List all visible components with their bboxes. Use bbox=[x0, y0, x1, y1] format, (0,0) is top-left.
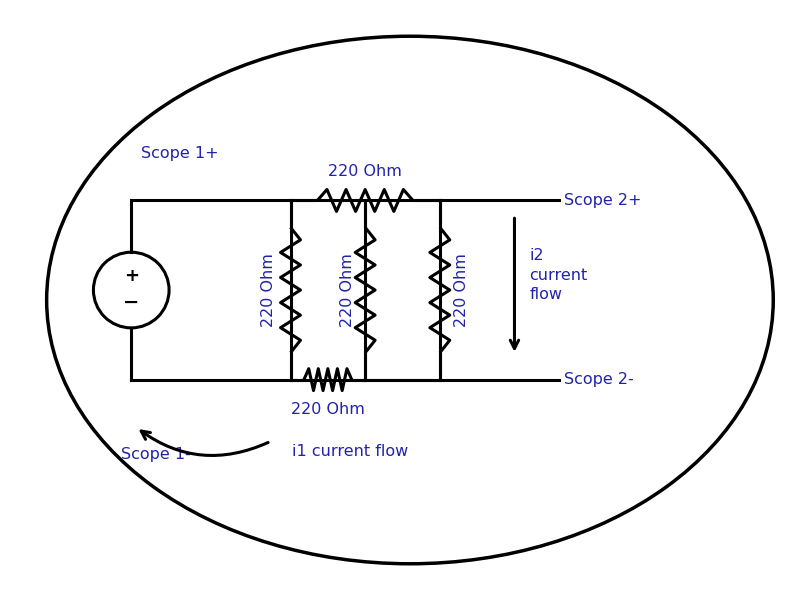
Text: 220 Ohm: 220 Ohm bbox=[328, 164, 402, 179]
Text: Scope 1-: Scope 1- bbox=[122, 447, 191, 462]
Text: 220 Ohm: 220 Ohm bbox=[454, 253, 470, 327]
Text: −: − bbox=[123, 292, 139, 311]
Text: +: + bbox=[124, 267, 138, 285]
Text: Scope 1+: Scope 1+ bbox=[142, 146, 219, 161]
Text: Scope 2+: Scope 2+ bbox=[564, 193, 642, 208]
Text: 220 Ohm: 220 Ohm bbox=[291, 401, 365, 416]
Text: 220 Ohm: 220 Ohm bbox=[340, 253, 354, 327]
Text: Scope 2-: Scope 2- bbox=[564, 372, 634, 387]
Text: i2
current
flow: i2 current flow bbox=[530, 248, 588, 302]
Text: i1 current flow: i1 current flow bbox=[292, 444, 408, 459]
Text: 220 Ohm: 220 Ohm bbox=[261, 253, 276, 327]
